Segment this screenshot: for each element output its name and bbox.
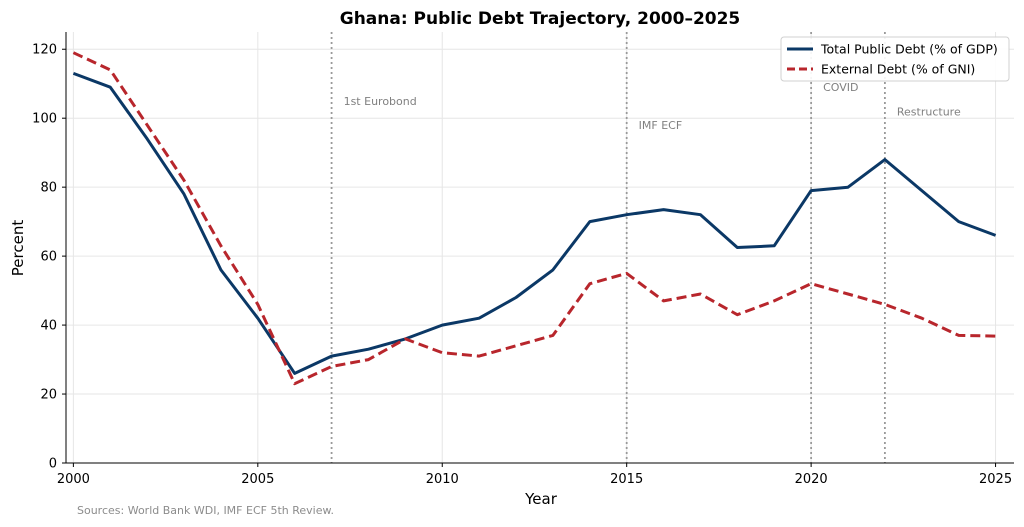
grid <box>66 32 1014 464</box>
legend-box <box>780 36 1010 82</box>
y-tick-label: 120 <box>32 43 57 58</box>
event-marker-label: Restructure <box>897 105 961 118</box>
y-tick-label: 60 <box>40 250 57 265</box>
x-axis-label: Year <box>524 490 558 508</box>
annotations: 1st Eurobond IMF ECF COVID Restructure <box>330 32 961 463</box>
axes: 2000 2005 2010 2015 2020 2025 0 20 40 60 80 100 120 <box>32 32 1014 487</box>
event-marker-label: COVID <box>823 81 858 94</box>
y-tick-label: 20 <box>40 388 57 403</box>
source-note: Sources: World Bank WDI, IMF ECF 5th Rev… <box>77 504 334 517</box>
y-tick-label: 80 <box>40 181 57 196</box>
x-tick-label: 2020 <box>795 472 828 487</box>
x-tick-label: 2010 <box>426 472 459 487</box>
series-line-external-debt <box>72 51 996 386</box>
y-tick-label: 40 <box>40 319 57 334</box>
y-axis-label: Percent <box>9 220 27 277</box>
y-tick-label: 0 <box>49 457 57 472</box>
series-lines <box>72 51 997 386</box>
event-marker-label: IMF ECF <box>639 119 683 132</box>
legend-entry-label: Total Public Debt (% of GDP) <box>820 42 998 57</box>
y-tick-label: 100 <box>32 112 57 127</box>
series-line-total-public-debt <box>72 71 997 375</box>
x-tick-label: 2000 <box>57 472 90 487</box>
event-marker-label: 1st Eurobond <box>344 95 417 108</box>
legend-entry-label: External Debt (% of GNI) <box>821 62 975 77</box>
x-tick-label: 2005 <box>241 472 274 487</box>
x-tick-label: 2025 <box>979 472 1012 487</box>
legend: Total Public Debt (% of GDP) External Deb… <box>780 36 1010 82</box>
x-tick-label: 2015 <box>610 472 643 487</box>
chart-title: Ghana: Public Debt Trajectory, 2000–2025 <box>340 9 741 29</box>
